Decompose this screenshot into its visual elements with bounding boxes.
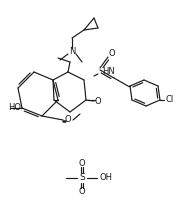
Text: HN: HN xyxy=(102,67,115,76)
Text: O: O xyxy=(95,97,101,106)
Text: N: N xyxy=(69,48,75,57)
Text: S: S xyxy=(79,173,85,182)
Text: HO: HO xyxy=(8,104,21,113)
Text: Cl: Cl xyxy=(166,95,174,104)
Text: OH: OH xyxy=(100,173,113,182)
Text: O: O xyxy=(79,159,85,168)
Text: O: O xyxy=(109,49,115,58)
Text: O: O xyxy=(79,187,85,196)
Text: O: O xyxy=(65,115,71,124)
